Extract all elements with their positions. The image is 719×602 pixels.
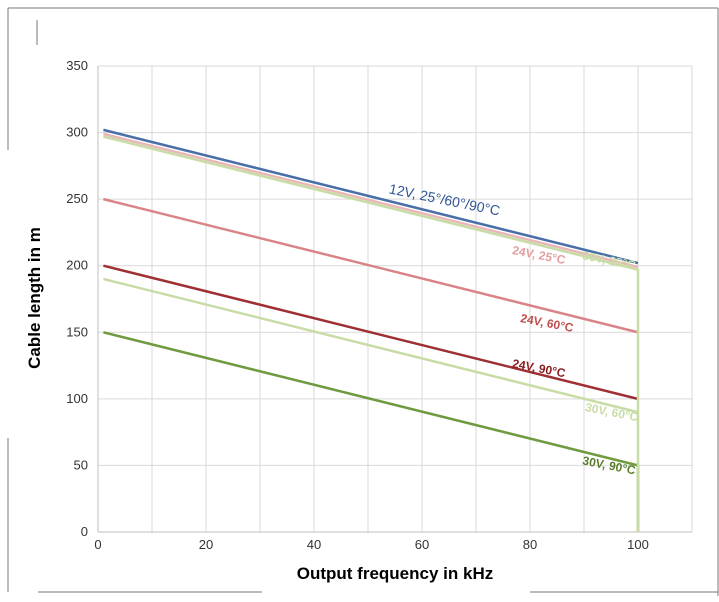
y-axis-title: Cable length in m [25,227,44,369]
series-line [103,197,639,334]
tick-labels: 0 50 100 150 200 250 300 350 0 20 40 60 80 100 [66,58,649,552]
series-line [103,277,639,414]
y-tick-label: 0 [81,524,88,539]
series-line [103,128,639,265]
y-tick-label: 300 [66,125,88,140]
y-tick-label: 350 [66,58,88,73]
series-line [103,135,640,532]
x-axis-title: Output frequency in kHz [297,564,493,583]
x-tick-label: 20 [199,537,213,552]
series-lines [103,128,640,532]
series-annotation: 12V, 25°/60°/90°C [388,180,502,218]
x-tick-label: 40 [307,537,321,552]
x-tick-label: 100 [627,537,649,552]
y-tick-label: 150 [66,324,88,339]
x-tick-label: 60 [415,537,429,552]
series-annotation: 30V, 25°C [581,248,637,272]
y-tick-label: 100 [66,391,88,406]
y-tick-label: 250 [66,191,88,206]
series-annotation: 24V, 90°C [511,356,567,380]
y-tick-label: 200 [66,258,88,273]
y-tick-label: 50 [74,457,88,472]
series-line [103,132,639,269]
x-tick-label: 0 [94,537,101,552]
series-line [103,331,640,532]
series-line [103,264,639,401]
series-annotation: 30V, 60°C [584,400,640,424]
x-tick-label: 80 [523,537,537,552]
